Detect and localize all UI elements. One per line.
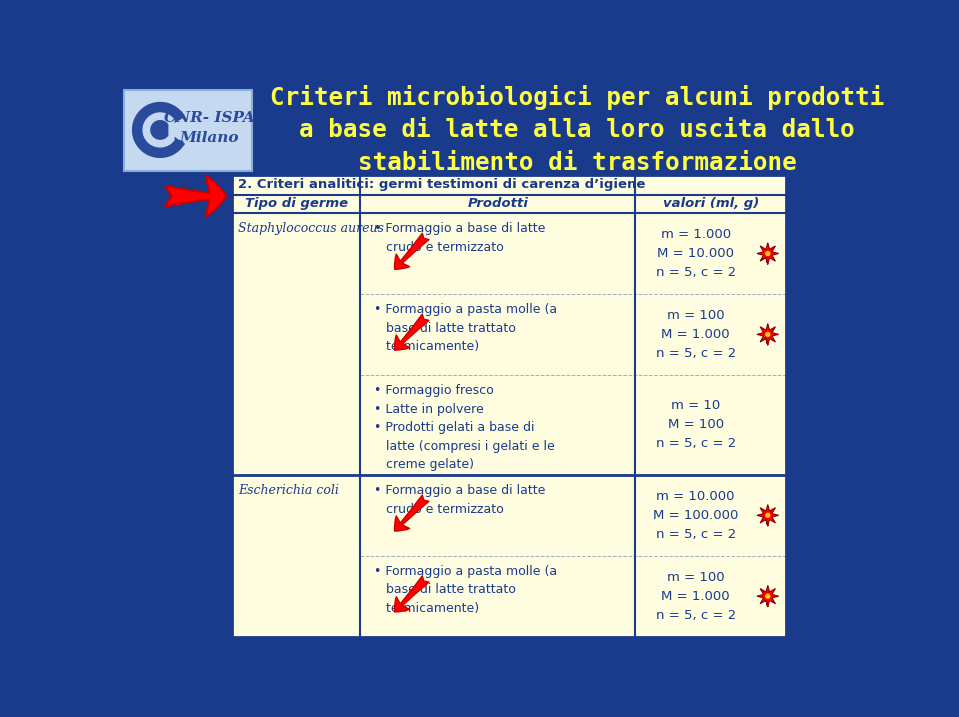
Circle shape: [766, 594, 770, 598]
Text: Milano: Milano: [179, 131, 239, 146]
Polygon shape: [757, 323, 779, 345]
Polygon shape: [151, 120, 168, 139]
Text: m = 10
M = 100
n = 5, c = 2: m = 10 M = 100 n = 5, c = 2: [656, 399, 736, 450]
Polygon shape: [143, 113, 174, 147]
Text: valori (ml, g): valori (ml, g): [663, 197, 759, 210]
Text: • Formaggio a pasta molle (a
   base di latte trattato
   termicamente): • Formaggio a pasta molle (a base di lat…: [374, 303, 557, 353]
Text: CNR- ISPA: CNR- ISPA: [164, 111, 254, 125]
Text: m = 1.000
M = 10.000
n = 5, c = 2: m = 1.000 M = 10.000 n = 5, c = 2: [656, 228, 736, 279]
Text: Criteri microbiologici per alcuni prodotti
a base di latte alla loro uscita dall: Criteri microbiologici per alcuni prodot…: [270, 85, 884, 175]
Polygon shape: [135, 105, 180, 155]
FancyBboxPatch shape: [232, 175, 786, 637]
Text: • Formaggio fresco
• Latte in polvere
• Prodotti gelati a base di
   latte (comp: • Formaggio fresco • Latte in polvere • …: [374, 384, 555, 471]
Text: • Formaggio a pasta molle (a
   base di latte trattato
   termicamente): • Formaggio a pasta molle (a base di lat…: [374, 565, 557, 615]
Text: Escherichia coli: Escherichia coli: [239, 484, 339, 497]
Text: Prodotti: Prodotti: [467, 197, 528, 210]
Text: • Formaggio a base di latte
   crudo e termizzato: • Formaggio a base di latte crudo e term…: [374, 484, 546, 516]
Text: 2. Criteri analitici: germi testimoni di carenza d’igiene: 2. Criteri analitici: germi testimoni di…: [239, 178, 645, 191]
Circle shape: [766, 513, 770, 517]
Text: • Formaggio a base di latte
   crudo e termizzato: • Formaggio a base di latte crudo e term…: [374, 222, 546, 254]
Circle shape: [766, 333, 770, 336]
Text: m = 100
M = 1.000
n = 5, c = 2: m = 100 M = 1.000 n = 5, c = 2: [656, 571, 736, 622]
Polygon shape: [757, 243, 779, 265]
Text: Staphylococcus aureus: Staphylococcus aureus: [239, 222, 385, 235]
Text: m = 100
M = 1.000
n = 5, c = 2: m = 100 M = 1.000 n = 5, c = 2: [656, 309, 736, 360]
FancyBboxPatch shape: [124, 90, 251, 171]
Circle shape: [766, 252, 770, 255]
Polygon shape: [757, 505, 779, 526]
Polygon shape: [757, 585, 779, 607]
Text: Tipo di germe: Tipo di germe: [245, 197, 348, 210]
Text: m = 10.000
M = 100.000
n = 5, c = 2: m = 10.000 M = 100.000 n = 5, c = 2: [653, 490, 738, 541]
